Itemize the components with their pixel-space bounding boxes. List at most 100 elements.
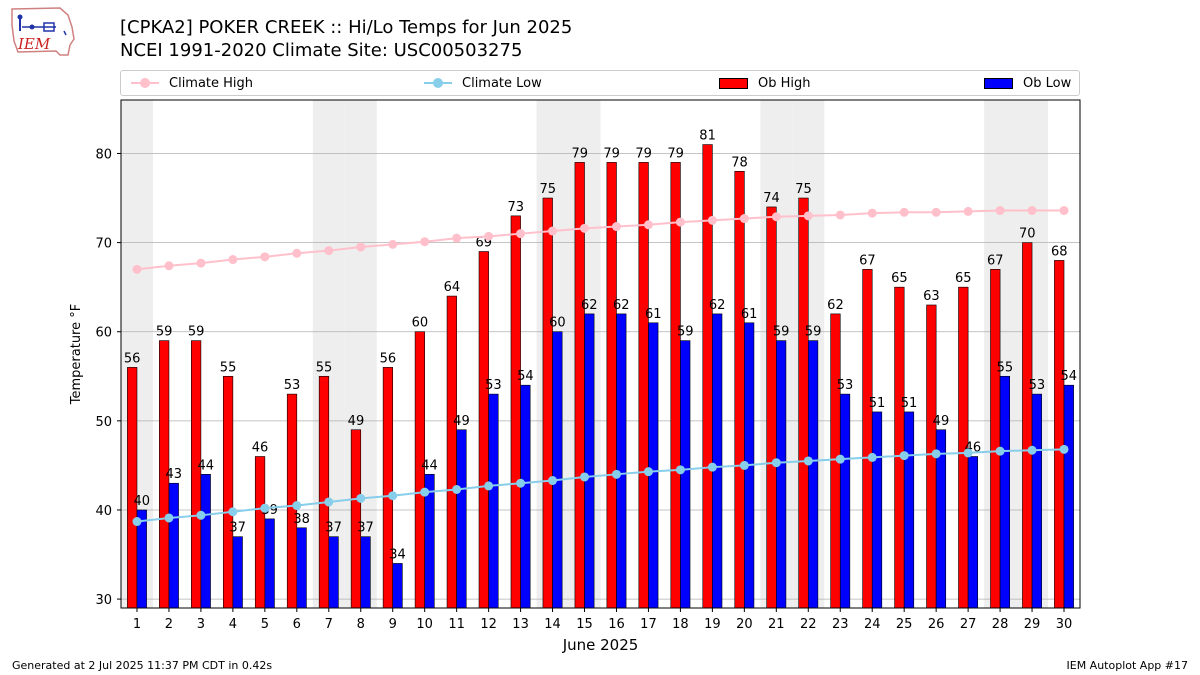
label-ob-low: 37 bbox=[229, 521, 246, 536]
climate-high-point bbox=[867, 208, 877, 218]
climate-low-point bbox=[452, 484, 462, 494]
bar-ob-high bbox=[862, 269, 873, 609]
climate-high-point bbox=[835, 210, 845, 220]
bar-ob-high bbox=[894, 286, 905, 609]
label-ob-low: 37 bbox=[357, 521, 374, 536]
climate-high-swatch bbox=[131, 78, 159, 88]
bar-ob-low bbox=[296, 527, 307, 609]
climate-low-point bbox=[771, 458, 781, 468]
legend-label-ob-low: Ob Low bbox=[1023, 75, 1072, 91]
generated-timestamp: Generated at 2 Jul 2025 11:37 PM CDT in … bbox=[12, 659, 273, 672]
ob-high-swatch bbox=[719, 77, 748, 89]
bar-ob-low bbox=[903, 411, 915, 609]
label-ob-low: 59 bbox=[773, 325, 790, 340]
climate-low-point bbox=[643, 467, 653, 477]
label-ob-low: 53 bbox=[485, 378, 502, 393]
climate-low-point bbox=[611, 469, 621, 479]
label-ob-high: 74 bbox=[763, 191, 780, 206]
x-tick-label: 25 bbox=[896, 617, 913, 632]
climate-high-point bbox=[292, 248, 302, 258]
climate-high-point bbox=[260, 252, 270, 262]
label-ob-high: 55 bbox=[220, 360, 237, 375]
y-tick-label: 60 bbox=[95, 326, 112, 341]
label-ob-high: 73 bbox=[508, 200, 525, 215]
label-ob-high: 56 bbox=[124, 351, 141, 366]
bar-ob-high bbox=[254, 456, 266, 609]
bar-ob-low bbox=[456, 429, 467, 609]
bar-ob-low bbox=[999, 375, 1010, 609]
climate-high-point bbox=[675, 217, 685, 227]
x-tick-label: 5 bbox=[261, 617, 269, 632]
climate-high-point bbox=[420, 237, 430, 247]
chart-title: [CPKA2] POKER CREEK :: Hi/Lo Temps for J… bbox=[120, 17, 573, 38]
label-ob-low: 59 bbox=[805, 325, 822, 340]
climate-low-point bbox=[803, 456, 813, 466]
climate-low-point bbox=[675, 465, 685, 475]
bar-ob-low bbox=[488, 393, 499, 609]
bar-ob-low bbox=[1063, 384, 1074, 609]
label-ob-low: 53 bbox=[837, 378, 854, 393]
bar-ob-high bbox=[702, 144, 713, 609]
climate-low-point bbox=[292, 501, 302, 511]
legend-item-ob-low: Ob Low bbox=[984, 71, 1071, 95]
x-tick-label: 24 bbox=[864, 617, 881, 632]
label-ob-high: 75 bbox=[539, 182, 556, 197]
label-ob-high: 65 bbox=[955, 271, 972, 286]
label-ob-low: 51 bbox=[869, 396, 886, 411]
bar-ob-high bbox=[542, 197, 553, 609]
bar-ob-high bbox=[382, 367, 394, 609]
bar-ob-low bbox=[776, 340, 787, 609]
bar-ob-high bbox=[318, 375, 330, 609]
climate-high-point bbox=[931, 207, 941, 217]
x-tick-label: 20 bbox=[736, 617, 753, 632]
climate-low-point bbox=[516, 478, 526, 488]
bar-ob-low bbox=[712, 313, 723, 609]
climate-low-swatch bbox=[424, 78, 452, 88]
label-ob-high: 75 bbox=[795, 182, 812, 197]
y-tick-label: 80 bbox=[95, 147, 112, 162]
x-tick-label: 1 bbox=[133, 617, 141, 632]
bar-ob-high bbox=[510, 215, 521, 609]
label-ob-low: 61 bbox=[645, 307, 662, 322]
bar-ob-low bbox=[200, 474, 211, 609]
bar-ob-low bbox=[967, 456, 979, 609]
label-ob-low: 54 bbox=[1061, 369, 1078, 384]
label-ob-low: 37 bbox=[325, 521, 342, 536]
label-ob-low: 44 bbox=[421, 458, 438, 473]
climate-low-point bbox=[963, 448, 973, 458]
climate-high-point bbox=[484, 231, 494, 241]
climate-high-point bbox=[516, 229, 526, 239]
climate-high-point bbox=[611, 222, 621, 232]
label-ob-high: 79 bbox=[571, 146, 588, 161]
y-tick-label: 40 bbox=[95, 504, 112, 519]
legend-item-climate-high: Climate High bbox=[131, 71, 253, 95]
climate-low-point bbox=[931, 449, 941, 459]
x-tick-label: 10 bbox=[416, 617, 433, 632]
label-ob-low: 53 bbox=[1029, 378, 1046, 393]
plot-frame bbox=[120, 99, 1081, 609]
y-tick-label: 30 bbox=[95, 593, 112, 608]
label-ob-high: 60 bbox=[412, 316, 429, 331]
climate-high-point bbox=[739, 214, 749, 224]
climate-low-point bbox=[739, 460, 749, 470]
chart-subtitle: NCEI 1991-2020 Climate Site: USC00503275 bbox=[120, 40, 523, 61]
bar-ob-low bbox=[648, 322, 659, 609]
climate-low-point bbox=[324, 497, 334, 507]
climate-low-point bbox=[1059, 444, 1069, 454]
bar-ob-low bbox=[680, 340, 691, 609]
x-tick-label: 13 bbox=[512, 617, 529, 632]
app-label: IEM Autoplot App #17 bbox=[1066, 659, 1189, 672]
bar-ob-low bbox=[392, 563, 403, 609]
climate-low-point bbox=[899, 451, 909, 461]
label-ob-high: 56 bbox=[380, 351, 397, 366]
label-ob-high: 49 bbox=[348, 414, 365, 429]
x-tick-label: 4 bbox=[229, 617, 237, 632]
climate-low-point bbox=[388, 491, 398, 501]
legend: Climate High Climate Low Ob High Ob Low bbox=[120, 70, 1080, 96]
label-ob-high: 62 bbox=[827, 298, 844, 313]
legend-label-climate-low: Climate Low bbox=[462, 75, 542, 91]
bar-ob-high bbox=[446, 295, 457, 609]
ob-low-swatch bbox=[984, 77, 1013, 89]
label-ob-low: 40 bbox=[134, 494, 151, 509]
